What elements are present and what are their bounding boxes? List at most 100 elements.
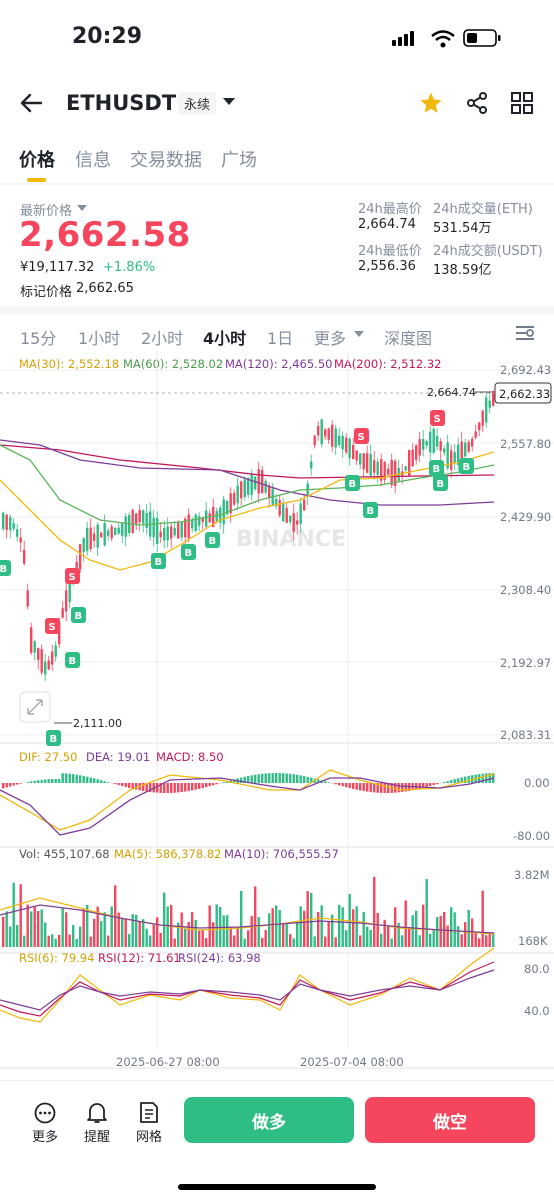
tf-1d[interactable]: 1日 — [267, 329, 294, 348]
macd-bar — [268, 773, 271, 783]
macd-bar — [100, 780, 103, 783]
macd-bar — [261, 773, 264, 783]
macd-bar — [299, 775, 302, 783]
macd-bar — [149, 783, 152, 792]
high-value: 2,664.74 — [358, 217, 416, 232]
tf-depth[interactable]: 深度图 — [384, 329, 433, 348]
rsi-axis-label: 80.0 — [524, 962, 550, 976]
candle-body — [394, 461, 397, 486]
volume-bar — [306, 891, 309, 947]
volume-bar — [142, 919, 145, 947]
last-price-label[interactable]: 最新价格 — [20, 204, 73, 219]
tf-15m[interactable]: 15分 — [20, 329, 57, 348]
volume-bar — [310, 892, 313, 947]
volume-bar — [492, 932, 495, 947]
volume-bar — [460, 934, 463, 947]
candle-body — [408, 450, 411, 476]
price-axis-label: 2,192.97 — [500, 656, 551, 670]
candle-body — [107, 530, 110, 536]
macd-value: MACD: 8.50 — [156, 750, 224, 764]
volume-bar — [436, 916, 439, 947]
candle-body — [61, 608, 64, 618]
more-dots-icon[interactable] — [34, 1102, 56, 1124]
tf-more[interactable]: 更多 — [314, 329, 347, 348]
chevron-down-icon[interactable] — [222, 97, 236, 107]
macd-bar — [121, 783, 124, 787]
macd-bar — [107, 782, 110, 783]
volume-bar — [107, 935, 110, 947]
grid-label[interactable]: 网格 — [136, 1130, 163, 1145]
macd-bar — [212, 783, 215, 786]
buy-signal — [181, 544, 196, 560]
macd-bar — [86, 776, 89, 783]
candle-body — [205, 510, 208, 527]
tab-info[interactable]: 信息 — [75, 150, 111, 171]
macd-bar — [450, 780, 453, 783]
macd-bar — [467, 775, 470, 783]
macd-bar — [345, 783, 348, 788]
volume-bar — [324, 936, 327, 947]
volume-bar — [366, 926, 369, 947]
section-divider — [0, 306, 554, 314]
macd-bar — [324, 781, 327, 783]
volume-bar — [464, 922, 467, 947]
long-button[interactable]: 做多 — [184, 1097, 354, 1143]
macd-bar — [425, 783, 428, 787]
star-icon[interactable] — [419, 91, 443, 115]
tab-price[interactable]: 价格 — [19, 150, 55, 171]
svg-text:B: B — [185, 548, 193, 559]
candle-body — [366, 453, 369, 473]
macd-bar — [352, 783, 355, 789]
sell-signal — [65, 568, 80, 584]
symbol-title[interactable]: ETHUSDT — [66, 91, 177, 115]
candle-body — [411, 449, 414, 466]
share-icon[interactable] — [465, 91, 489, 115]
macd-bar — [5, 783, 8, 788]
candle-body — [474, 431, 477, 438]
tf-1h[interactable]: 1小时 — [78, 329, 121, 348]
volume-bar — [2, 916, 5, 947]
macd-bar — [65, 773, 68, 783]
grid-icon[interactable] — [510, 91, 534, 115]
svg-text:B: B — [69, 656, 77, 667]
candle-body — [257, 469, 260, 494]
vol-ma10-line — [0, 904, 495, 934]
tf-4h[interactable]: 4小时 — [203, 329, 247, 348]
tab-trading-data[interactable]: 交易数据 — [130, 150, 202, 171]
tf-2h[interactable]: 2小时 — [141, 329, 184, 348]
macd-bar — [114, 783, 117, 785]
more-label[interactable]: 更多 — [32, 1130, 59, 1145]
tab-square[interactable]: 广场 — [221, 150, 257, 171]
candle-body — [422, 438, 425, 450]
grid-doc-icon[interactable] — [138, 1101, 160, 1124]
volume-bar — [397, 922, 400, 947]
candle-body — [110, 526, 113, 539]
volume-bar — [128, 934, 131, 947]
short-button[interactable]: 做空 — [365, 1097, 535, 1143]
macd-bar — [373, 783, 376, 793]
alert-label[interactable]: 提醒 — [84, 1130, 111, 1145]
volume-bar — [264, 929, 267, 947]
candle-body — [40, 649, 43, 673]
rsi24: RSI(24): 63.98 — [178, 951, 261, 965]
macd-bar — [89, 777, 92, 783]
buy-signal — [433, 475, 448, 491]
chart-settings-icon[interactable] — [514, 323, 536, 343]
bell-icon[interactable] — [86, 1101, 108, 1124]
candle-body — [327, 428, 330, 440]
vol-eth-value: 531.54万 — [433, 221, 492, 236]
buy-signal — [65, 652, 80, 668]
candle-body — [117, 527, 120, 534]
volume-bar — [250, 916, 253, 947]
candle-body — [194, 514, 197, 532]
back-arrow-icon[interactable] — [20, 92, 44, 114]
vol-ma5-line — [0, 897, 495, 935]
candle-body — [240, 481, 243, 499]
candle-body — [478, 422, 481, 431]
volume-bar — [369, 929, 372, 947]
candle-body — [177, 522, 180, 539]
candle-body — [47, 660, 50, 670]
macd-bar — [26, 782, 29, 783]
candle-body — [142, 510, 145, 524]
